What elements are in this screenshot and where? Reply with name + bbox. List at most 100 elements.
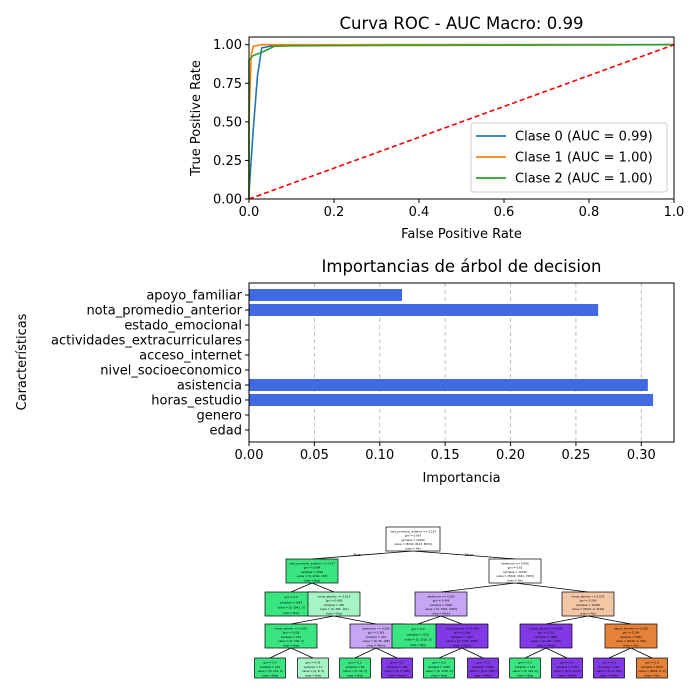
tree-node-text: gini = 0.028 xyxy=(283,631,300,635)
tree-node-box xyxy=(519,623,573,649)
importance-x-tick-label: 0.05 xyxy=(300,448,329,463)
tree-node-text: gini = 0.0 xyxy=(390,661,403,665)
tree-node-box xyxy=(636,657,668,679)
tree-node-text: samples = 10348 xyxy=(576,603,600,607)
tree-node-text: class = Alto xyxy=(507,578,523,582)
importance-y-tick-label: nivel_socioeconomico xyxy=(100,364,242,379)
tree-node-text: class = Bajo xyxy=(347,673,364,677)
tree-node-text: nota_promedio_anterior <= 3.197 xyxy=(390,530,436,534)
tree-edge xyxy=(545,647,568,659)
tree-node-box xyxy=(297,657,329,679)
tree-node-text: value = [0, 1745, 5487] xyxy=(446,639,478,643)
tree-node-text: class = Alto xyxy=(405,546,421,550)
tree-node-text: samples = 19796 xyxy=(503,570,527,574)
tree-edge xyxy=(630,647,653,659)
tree-node-text: class = Bajo xyxy=(326,611,343,615)
roc-y-tick-label: 0.75 xyxy=(213,77,242,92)
tree-node-text: value = [0, 0, 240] xyxy=(596,669,621,673)
tree-node-text: horas_estudio <= 5.075 xyxy=(572,595,605,599)
tree-node-text: gini = 0.0 xyxy=(432,661,445,665)
importance-bar-apoyo_familiar xyxy=(249,289,402,301)
tree-node-text: gini = 0.62 xyxy=(508,566,523,570)
tree-node-text: samples = 188 xyxy=(387,665,408,669)
tree-node-text: gini = 0.667 xyxy=(405,534,422,538)
tree-edge xyxy=(375,647,398,659)
tree-node-text: samples = 212 xyxy=(281,635,302,639)
tree-edge xyxy=(587,615,632,625)
tree-node-text: gini = 0.0 xyxy=(284,595,297,599)
tree-node-text: samples = 9448 xyxy=(430,603,452,607)
importance-x-tick-label: 0.00 xyxy=(235,448,264,463)
tree-edge xyxy=(269,647,292,659)
tree-node-text: samples = 5487 xyxy=(472,665,494,669)
tree-edge xyxy=(524,647,547,659)
importance-y-tick-label: actividades_extracurriculares xyxy=(51,334,242,349)
roc-axes-frame xyxy=(248,36,675,200)
tree-edge xyxy=(354,647,377,659)
tree-edge xyxy=(440,615,463,625)
tree-node-text: samples = 240 xyxy=(599,665,620,669)
tree-node-text: class = Alto xyxy=(644,673,660,677)
roc-x-tick-label: 0.2 xyxy=(324,205,345,220)
tree-node-text: samples = 244 xyxy=(366,635,387,639)
importance-x-tick-label: 0.20 xyxy=(496,448,525,463)
tree-node-text: value = [8222, 3921, 7653] xyxy=(496,574,533,578)
tree-node-text: class = Medio xyxy=(432,611,451,615)
tree-node-text: class = Bajo xyxy=(304,578,321,582)
tree-node-box xyxy=(435,623,489,649)
roc-y-axis: 0.00 0.25 0.50 0.75 1.00 xyxy=(213,38,249,208)
tree-node-text: samples = 8462 xyxy=(620,635,642,639)
tree-edge-label-false: False xyxy=(465,553,474,557)
tree-node-text: value = [0, 3943, 0] xyxy=(277,606,304,610)
importance-y-axis: apoyo_familiarnota_promedio_anterioresta… xyxy=(51,289,249,439)
roc-x-tick-label: 0.0 xyxy=(239,205,260,220)
roc-y-tick-label: 0.25 xyxy=(213,154,242,169)
tree-edge xyxy=(545,615,589,625)
tree-node-text: gini = 0.0 xyxy=(645,661,658,665)
tree-node-text: value = [0, 1745, 0] xyxy=(425,669,452,673)
tree-edge-label-true: True xyxy=(352,553,360,557)
tree-node-text: gini = 0.494 xyxy=(433,599,450,603)
tree-node-text: gini = 0.0 xyxy=(518,661,531,665)
tree-node-text: gini = 0.084 xyxy=(304,566,321,570)
roc-chance-line xyxy=(248,43,675,200)
tree-node-text: value = [0, 209, 3] xyxy=(278,639,303,643)
tree-node-text: value = [0, 0, 188] xyxy=(384,669,409,673)
tree-node-text: gini = 0.0 xyxy=(560,661,573,665)
roc-x-tick-label: 0.8 xyxy=(579,205,600,220)
roc-x-tick-label: 0.6 xyxy=(494,205,515,220)
importance-y-tick-label: nota_promedio_anterior xyxy=(86,304,242,319)
tree-node-text: value = [8222, 0, 2126] xyxy=(572,607,604,611)
importance-title: Importancias de árbol de decision xyxy=(322,257,602,276)
tree-node-text: value = [0, 201, 0] xyxy=(257,669,282,673)
tree-node-text: asistencia <= 0.586 xyxy=(362,627,390,631)
tree-node-text: samples = 1745 xyxy=(428,665,450,669)
importance-x-axis-label: Importancia xyxy=(422,471,500,486)
tree-node-box xyxy=(423,657,455,679)
tree-node-text: samples = 1725 xyxy=(556,665,578,669)
importance-x-tick-label: 0.25 xyxy=(561,448,590,463)
tree-node-text: samples = 201 xyxy=(260,665,281,669)
tree-node-text: samples = 11 xyxy=(304,665,323,669)
tree-node-text: gini = 0.151 xyxy=(538,631,555,635)
tree-edge xyxy=(412,550,516,560)
tree-node-box xyxy=(307,591,361,617)
tree-node-text: value = [0, 8, 3] xyxy=(302,669,324,673)
tree-edge xyxy=(311,582,335,593)
tree-node-text: class = Bajo xyxy=(262,673,279,677)
tree-edge xyxy=(440,582,516,593)
tree-node-text: horas_estudio <= 4.100 xyxy=(530,627,563,631)
importance-y-tick-label: edad xyxy=(210,424,242,439)
tree-node-text: value = [8222, 0, 0] xyxy=(638,669,665,673)
